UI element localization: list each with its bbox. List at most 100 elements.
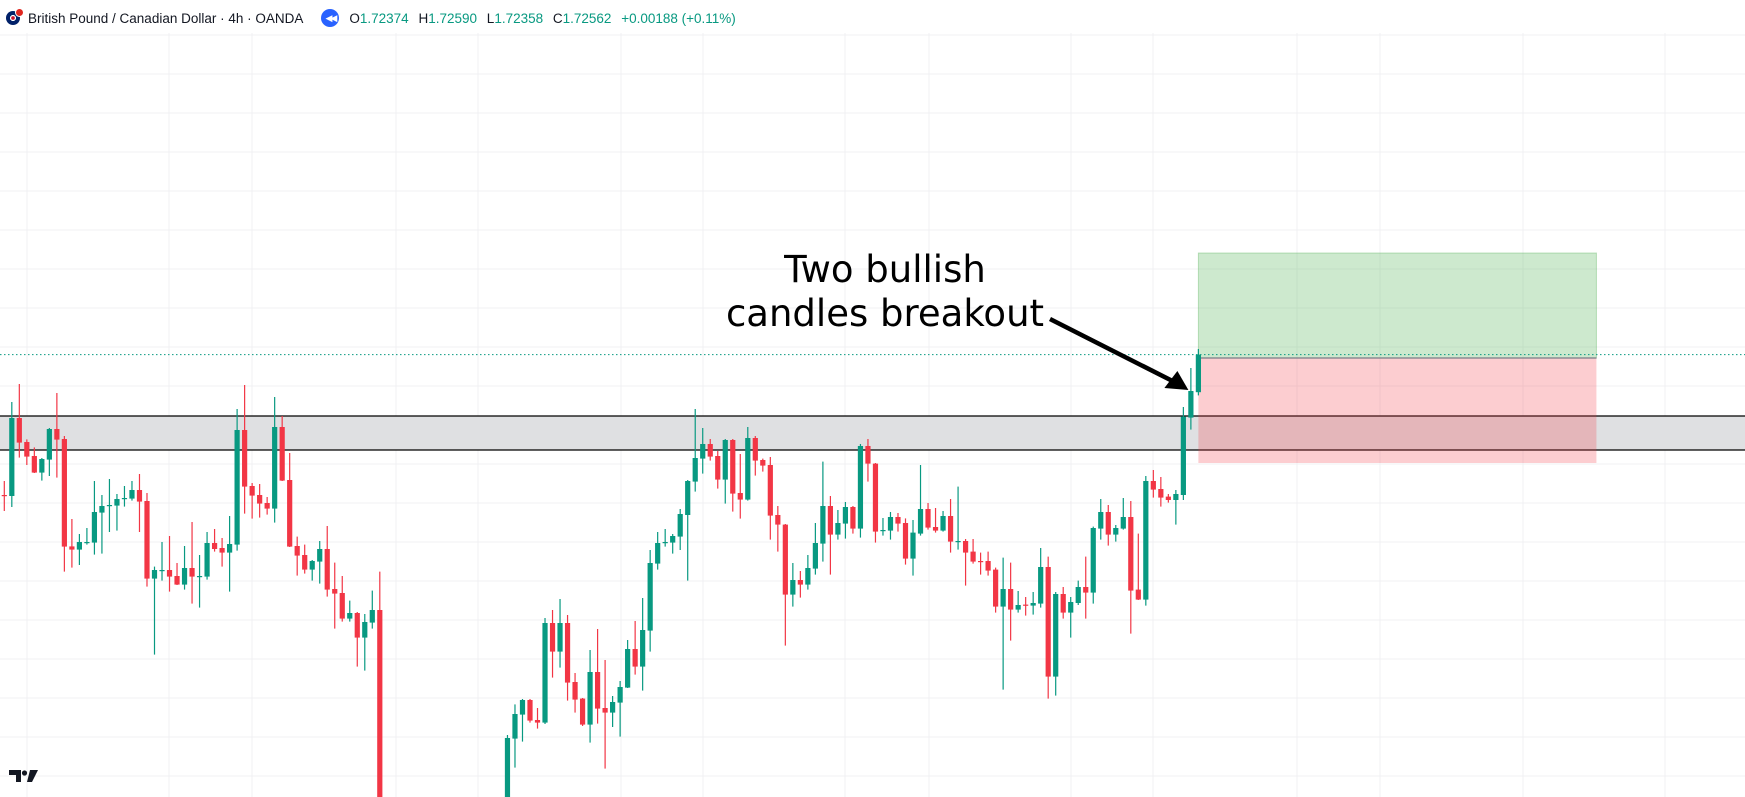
candle [662, 529, 668, 547]
candle [1113, 525, 1119, 542]
candle-body [549, 623, 556, 652]
candle-body [1075, 587, 1081, 603]
candle [144, 493, 150, 587]
candle [827, 496, 833, 575]
low-label: L [486, 10, 495, 26]
candle [985, 551, 991, 576]
candle-body [850, 507, 856, 529]
candle [655, 532, 661, 570]
candle-body [782, 524, 788, 595]
candle-body [730, 440, 736, 494]
candle-body [106, 505, 113, 507]
candle [1038, 548, 1044, 608]
candle-body [542, 623, 548, 723]
candle [354, 612, 360, 667]
open-value: 1.72374 [359, 10, 409, 26]
candle-body [257, 495, 263, 504]
candle [970, 539, 976, 564]
candle-body [940, 516, 946, 531]
candle-body [1165, 496, 1171, 500]
candle-body [655, 543, 661, 564]
candle [519, 699, 526, 742]
candle-body [1113, 528, 1119, 535]
candle [249, 483, 255, 519]
candle [61, 436, 67, 572]
rewind-icon[interactable]: ◀◀ [321, 9, 340, 27]
candles [1, 349, 1201, 797]
candle-body [1120, 517, 1126, 529]
candle [1158, 477, 1164, 507]
annotation-line-2: candles breakout [726, 292, 1044, 335]
candle-body [1015, 605, 1021, 610]
candle-body [662, 542, 668, 544]
candle-body [978, 561, 984, 563]
candle [767, 457, 773, 540]
candle-body [647, 563, 653, 631]
candle-body [166, 570, 173, 577]
candle [504, 735, 511, 797]
candle-body [985, 561, 991, 571]
candle-body [1, 495, 7, 497]
candle [204, 532, 210, 580]
candle [242, 385, 248, 514]
candle [24, 439, 30, 465]
stop-zone [1198, 358, 1597, 463]
candle [151, 566, 158, 655]
candle [1015, 591, 1021, 613]
candle [797, 571, 803, 598]
candle [39, 458, 45, 481]
gbp-cad-flag-icon [6, 8, 24, 25]
candle-body [242, 430, 248, 487]
candle-body [39, 459, 45, 473]
candle-body [827, 506, 833, 535]
low-value: 1.72358 [494, 10, 544, 26]
candle-body [332, 589, 338, 594]
close-value: 1.72562 [562, 10, 612, 26]
candle [1060, 587, 1066, 619]
candle [542, 618, 548, 724]
tradingview-logo[interactable] [8, 768, 40, 784]
arrow-head [1164, 371, 1189, 390]
candle [812, 523, 818, 575]
candle [1068, 597, 1074, 638]
candle-body [204, 543, 210, 577]
candle-body [31, 456, 37, 473]
candle-body [16, 418, 22, 443]
candle [564, 615, 571, 701]
candle-body [685, 481, 691, 515]
candle [272, 397, 278, 523]
candle [850, 506, 856, 534]
symbol-title[interactable]: British Pound / Canadian Dollar · 4h · O… [28, 10, 304, 26]
candle-body [534, 720, 541, 723]
candle-body [632, 649, 638, 667]
candle-body [564, 623, 571, 683]
candle [865, 439, 871, 482]
annotation[interactable]: Two bullish candles breakout [726, 248, 1189, 390]
candle [872, 463, 879, 543]
candle-body [767, 465, 773, 516]
candle-body [1060, 594, 1066, 613]
candle [752, 436, 758, 476]
candle-body [24, 442, 30, 457]
candle [745, 427, 751, 501]
candle-body [677, 514, 683, 537]
candle [369, 590, 375, 629]
long-position-tool[interactable] [1197, 252, 1597, 463]
candle [579, 698, 586, 726]
candle-body [752, 438, 758, 461]
candle [91, 481, 98, 555]
candle [842, 502, 849, 539]
candle [527, 699, 533, 723]
candle-body [835, 523, 841, 535]
candle-body [114, 499, 120, 506]
arrow-shaft [1048, 316, 1180, 387]
candle [377, 571, 383, 797]
candle-body [715, 456, 721, 480]
candle [857, 444, 864, 538]
resistance-zone[interactable] [0, 415, 1745, 451]
candle [594, 629, 601, 724]
candle-body [910, 532, 916, 559]
candle-body [1030, 603, 1036, 606]
candle-body [1128, 517, 1134, 591]
